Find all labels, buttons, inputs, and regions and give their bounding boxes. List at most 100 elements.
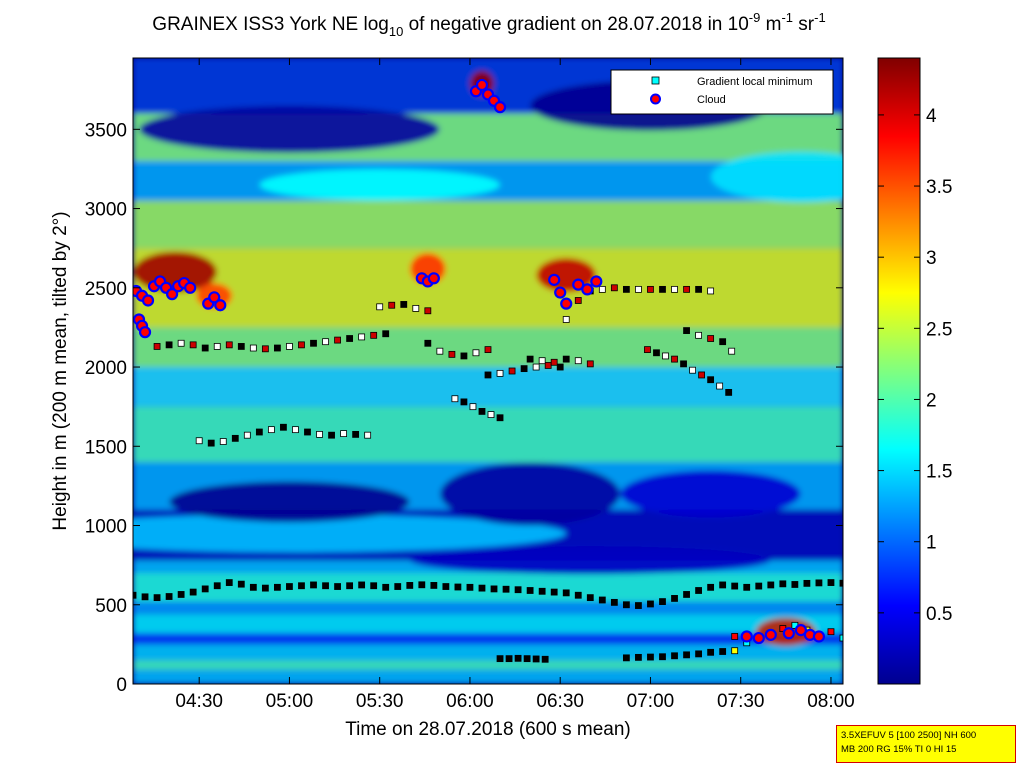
gradient-minimum-marker	[334, 336, 341, 344]
gradient-minimum-marker	[610, 284, 618, 292]
x-tick-label: 04:30	[175, 691, 223, 712]
gradient-minimum-marker	[213, 582, 221, 590]
gradient-minimum-marker	[346, 335, 354, 342]
gradient-minimum-marker	[364, 431, 372, 439]
gradient-minimum-marker	[213, 343, 221, 350]
gradient-minimum-marker	[586, 594, 594, 602]
gradient-minimum-marker	[514, 586, 522, 594]
gradient-minimum-marker	[328, 431, 335, 439]
info-line-1: 3.5XEFUV 5 [100 2500] NH 600	[841, 730, 977, 741]
gradient-minimum-marker	[243, 431, 251, 439]
gradient-minimum-marker	[496, 655, 504, 663]
gradient-minimum-marker	[731, 582, 739, 590]
cloud-marker	[493, 101, 507, 114]
gradient-minimum-marker	[659, 653, 666, 661]
colorbar-tick-label: 4	[926, 106, 937, 127]
gradient-minimum-marker	[298, 582, 305, 590]
gradient-minimum-marker	[839, 579, 843, 587]
gradient-minimum-marker	[556, 363, 564, 371]
legend-marker-cloud	[650, 93, 661, 105]
gradient-minimum-marker	[544, 362, 552, 369]
gradient-minimum-marker	[382, 330, 390, 338]
gradient-minimum-marker	[195, 437, 203, 445]
gradient-minimum-marker	[382, 583, 390, 591]
legend: Gradient local minimum Cloud	[610, 69, 834, 115]
gradient-minimum-marker	[532, 363, 540, 371]
cloud-marker	[138, 326, 152, 339]
gradient-minimum-marker	[460, 352, 468, 360]
gradient-minimum-marker	[815, 579, 823, 587]
gradient-minimum-marker	[695, 650, 702, 658]
gradient-minimum-marker	[532, 655, 540, 663]
gradient-minimum-marker	[635, 285, 642, 293]
x-tick-label: 05:00	[266, 691, 314, 712]
gradient-minimum-marker	[478, 584, 486, 592]
gradient-minimum-marker	[261, 584, 269, 592]
gradient-minimum-marker	[237, 580, 245, 588]
x-tick-label: 07:30	[717, 691, 765, 712]
gradient-minimum-marker	[267, 426, 275, 434]
legend-label-cloud: Cloud	[697, 94, 726, 106]
gradient-minimum-marker	[442, 583, 450, 590]
gradient-minimum-marker	[358, 333, 366, 341]
gradient-minimum-marker	[237, 343, 245, 350]
gradient-minimum-marker	[496, 414, 504, 422]
gradient-minimum-marker	[683, 591, 690, 598]
colorbar-tick-label: 2	[926, 390, 937, 411]
gradient-minimum-marker	[496, 369, 504, 377]
gradient-minimum-marker	[153, 594, 161, 602]
y-tick-label: 2000	[85, 358, 127, 379]
gradient-minimum-marker	[647, 285, 654, 293]
gradient-minimum-marker	[574, 591, 582, 599]
gradient-minimum-marker	[598, 596, 606, 604]
gradient-minimum-marker	[728, 347, 736, 355]
gradient-minimum-marker	[719, 581, 727, 589]
gradient-minimum-marker	[451, 395, 459, 403]
gradient-minimum-marker	[719, 648, 727, 655]
gradient-minimum-marker	[322, 582, 329, 590]
plot-frame	[132, 57, 844, 685]
y-axis: 0 500 1000 1500 2000 2500 3000 3500	[85, 120, 843, 696]
colorbar-tick-label: 2.5	[926, 319, 952, 340]
gradient-minimum-marker	[827, 579, 835, 586]
gradient-minimum-marker	[286, 583, 293, 590]
x-tick-label: 06:00	[446, 691, 494, 712]
gradient-minimum-marker	[286, 343, 293, 350]
gradient-minimum-marker	[249, 583, 257, 591]
cloud-marker	[166, 288, 179, 301]
colorbar-tick-label: 3	[926, 248, 937, 269]
gradient-minimum-marker	[779, 580, 787, 588]
cloud-marker	[554, 286, 567, 299]
gradient-minimum-marker	[644, 346, 651, 354]
gradient-minimum-marker	[207, 439, 215, 447]
gradient-minimum-marker	[358, 581, 366, 589]
legend-marker-minimum	[651, 76, 660, 85]
gradient-minimum-marker	[340, 430, 347, 438]
cloud-marker	[560, 297, 573, 310]
colorbar-tick-label: 3.5	[926, 177, 952, 198]
gradient-minimum-marker	[177, 591, 185, 598]
gradient-minimum-marker	[538, 587, 546, 595]
gradient-minimum-marker	[827, 628, 835, 636]
gradient-minimum-marker	[526, 587, 534, 594]
gradient-minimum-marker	[436, 347, 444, 355]
gradient-minimum-marker	[707, 335, 715, 342]
heatmap	[133, 58, 843, 684]
gradient-minimum-marker	[683, 327, 690, 334]
gradient-minimum-marker	[424, 307, 432, 315]
cloud-marker	[184, 281, 197, 294]
colorbar-tick-label: 1	[926, 533, 937, 554]
gradient-minimum-marker	[376, 303, 384, 311]
gradient-minimum-marker	[298, 341, 305, 349]
gradient-minimum-marker	[659, 598, 666, 605]
gradient-minimum-marker	[743, 583, 751, 591]
gradient-minimum-marker	[731, 647, 739, 655]
gradient-minimum-marker	[424, 339, 432, 347]
gradient-minimum-marker	[647, 600, 654, 608]
gradient-minimum-marker	[334, 583, 341, 590]
y-tick-label: 3000	[85, 200, 127, 221]
gradient-minimum-marker	[707, 376, 715, 384]
gradient-minimum-marker	[352, 430, 360, 438]
gradient-minimum-marker	[177, 339, 185, 347]
